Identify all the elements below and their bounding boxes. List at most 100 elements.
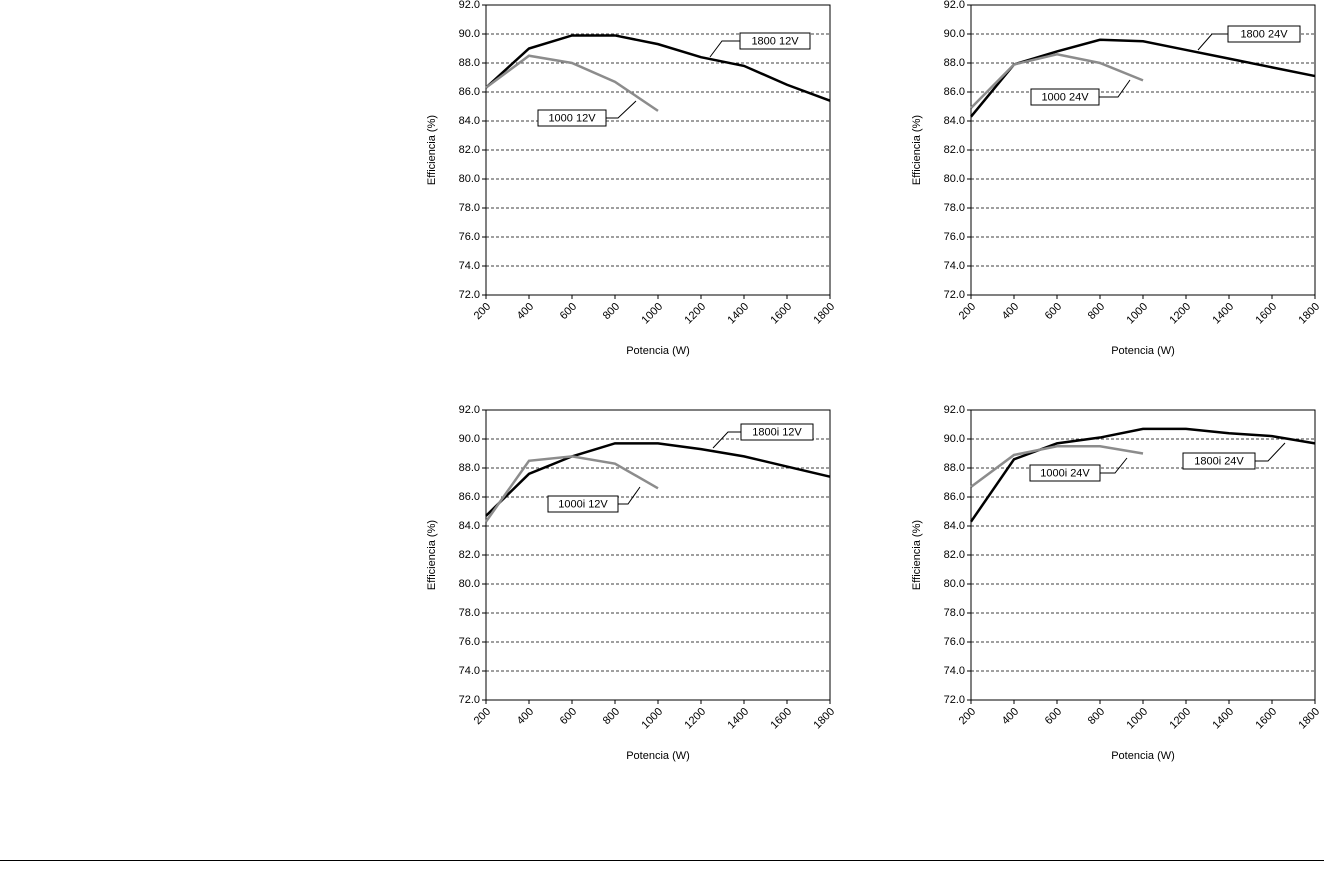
x-tick-label: 800: [601, 301, 622, 322]
legend-label: 1000i 24V: [1040, 467, 1090, 479]
x-tick-label: 1800: [811, 301, 837, 327]
x-tick-label: 600: [558, 301, 579, 322]
y-tick-label: 76.0: [944, 636, 965, 648]
x-tick-label: 1200: [682, 301, 708, 327]
y-tick-label: 86.0: [459, 491, 480, 503]
x-tick-label: 1600: [768, 706, 794, 732]
y-tick-label: 86.0: [944, 491, 965, 503]
series-line: [970, 53, 1144, 109]
legend-label: 1800 12V: [751, 35, 799, 47]
plot-border: [970, 409, 1316, 701]
legend-label: 1800i 12V: [752, 426, 802, 438]
series-line: [485, 442, 831, 517]
series-line: [970, 445, 1144, 488]
x-tick-label: 1400: [1210, 706, 1236, 732]
y-tick-label: 82.0: [459, 144, 480, 156]
x-tick-label: 200: [957, 706, 978, 727]
y-tick-label: 80.0: [459, 173, 480, 185]
legend-label: 1000 12V: [548, 112, 596, 124]
x-tick-label: 1000: [1124, 301, 1150, 327]
y-tick-label: 86.0: [459, 86, 480, 98]
series-line: [485, 34, 831, 102]
plot-border: [485, 409, 831, 701]
x-tick-label: 400: [1000, 706, 1021, 727]
y-tick-label: 82.0: [944, 144, 965, 156]
y-tick-label: 92.0: [944, 0, 965, 11]
y-tick-label: 78.0: [459, 202, 480, 214]
x-tick-label: 400: [515, 301, 536, 322]
series-line: [969, 427, 1316, 523]
legend-box: [547, 495, 619, 513]
y-axis-title: Efficiencia (%): [911, 115, 923, 185]
x-tick-label: 600: [558, 706, 579, 727]
y-tick-label: 74.0: [459, 665, 480, 677]
leader-line: [709, 40, 740, 58]
legend-box: [1030, 88, 1100, 106]
x-tick-label: 1400: [725, 706, 751, 732]
legend-box: [739, 32, 811, 50]
x-tick-label: 1800: [1296, 301, 1322, 327]
y-tick-label: 72.0: [944, 694, 965, 706]
y-tick-label: 80.0: [944, 578, 965, 590]
legend-label: 1800i 24V: [1194, 455, 1244, 467]
x-tick-label: 1600: [768, 301, 794, 327]
x-axis-title: Potencia (W): [626, 750, 690, 762]
y-tick-label: 92.0: [459, 0, 480, 11]
y-tick-label: 88.0: [459, 57, 480, 69]
y-tick-label: 74.0: [944, 665, 965, 677]
y-tick-label: 84.0: [944, 115, 965, 127]
y-tick-label: 78.0: [944, 202, 965, 214]
legend-label: 1000i 12V: [558, 498, 608, 510]
legend-label: 1000 24V: [1041, 91, 1089, 103]
x-tick-label: 600: [1043, 706, 1064, 727]
leader-line: [618, 486, 641, 505]
y-axis-title: Efficiencia (%): [426, 115, 438, 185]
x-axis-title: Potencia (W): [626, 345, 690, 357]
y-tick-label: 90.0: [459, 28, 480, 40]
x-axis-title: Potencia (W): [1111, 750, 1175, 762]
y-tick-label: 90.0: [944, 28, 965, 40]
y-tick-label: 84.0: [944, 520, 965, 532]
y-tick-label: 84.0: [459, 520, 480, 532]
x-tick-label: 800: [1086, 706, 1107, 727]
y-tick-label: 88.0: [459, 462, 480, 474]
leader-line: [1197, 33, 1228, 51]
y-tick-label: 90.0: [944, 433, 965, 445]
x-tick-label: 1800: [1296, 706, 1322, 732]
y-tick-label: 74.0: [944, 260, 965, 272]
x-tick-label: 400: [515, 706, 536, 727]
x-tick-label: 1200: [1167, 301, 1193, 327]
y-tick-label: 92.0: [944, 404, 965, 416]
x-tick-label: 200: [957, 301, 978, 322]
x-tick-label: 1000: [639, 301, 665, 327]
y-tick-label: 86.0: [944, 86, 965, 98]
x-tick-label: 800: [1086, 301, 1107, 322]
series-line: [484, 455, 659, 523]
leader-line: [1100, 457, 1128, 474]
leader-line: [606, 100, 637, 119]
y-tick-label: 74.0: [459, 260, 480, 272]
y-tick-label: 76.0: [944, 231, 965, 243]
y-axis-title: Efficiencia (%): [426, 520, 438, 590]
y-tick-label: 72.0: [944, 289, 965, 301]
x-tick-label: 1000: [639, 706, 665, 732]
x-tick-label: 1400: [725, 301, 751, 327]
y-tick-label: 72.0: [459, 289, 480, 301]
legend-label: 1800 24V: [1240, 28, 1288, 40]
x-tick-label: 600: [1043, 301, 1064, 322]
x-tick-label: 200: [472, 301, 493, 322]
y-tick-label: 76.0: [459, 231, 480, 243]
legend-box: [1182, 452, 1256, 470]
x-tick-label: 1400: [1210, 301, 1236, 327]
legend-box: [537, 109, 607, 127]
x-tick-label: 1600: [1253, 706, 1279, 732]
y-tick-label: 90.0: [459, 433, 480, 445]
y-tick-label: 76.0: [459, 636, 480, 648]
x-tick-label: 1200: [682, 706, 708, 732]
series-line: [485, 54, 659, 112]
y-tick-label: 88.0: [944, 462, 965, 474]
y-tick-label: 84.0: [459, 115, 480, 127]
y-tick-label: 88.0: [944, 57, 965, 69]
y-tick-label: 80.0: [944, 173, 965, 185]
